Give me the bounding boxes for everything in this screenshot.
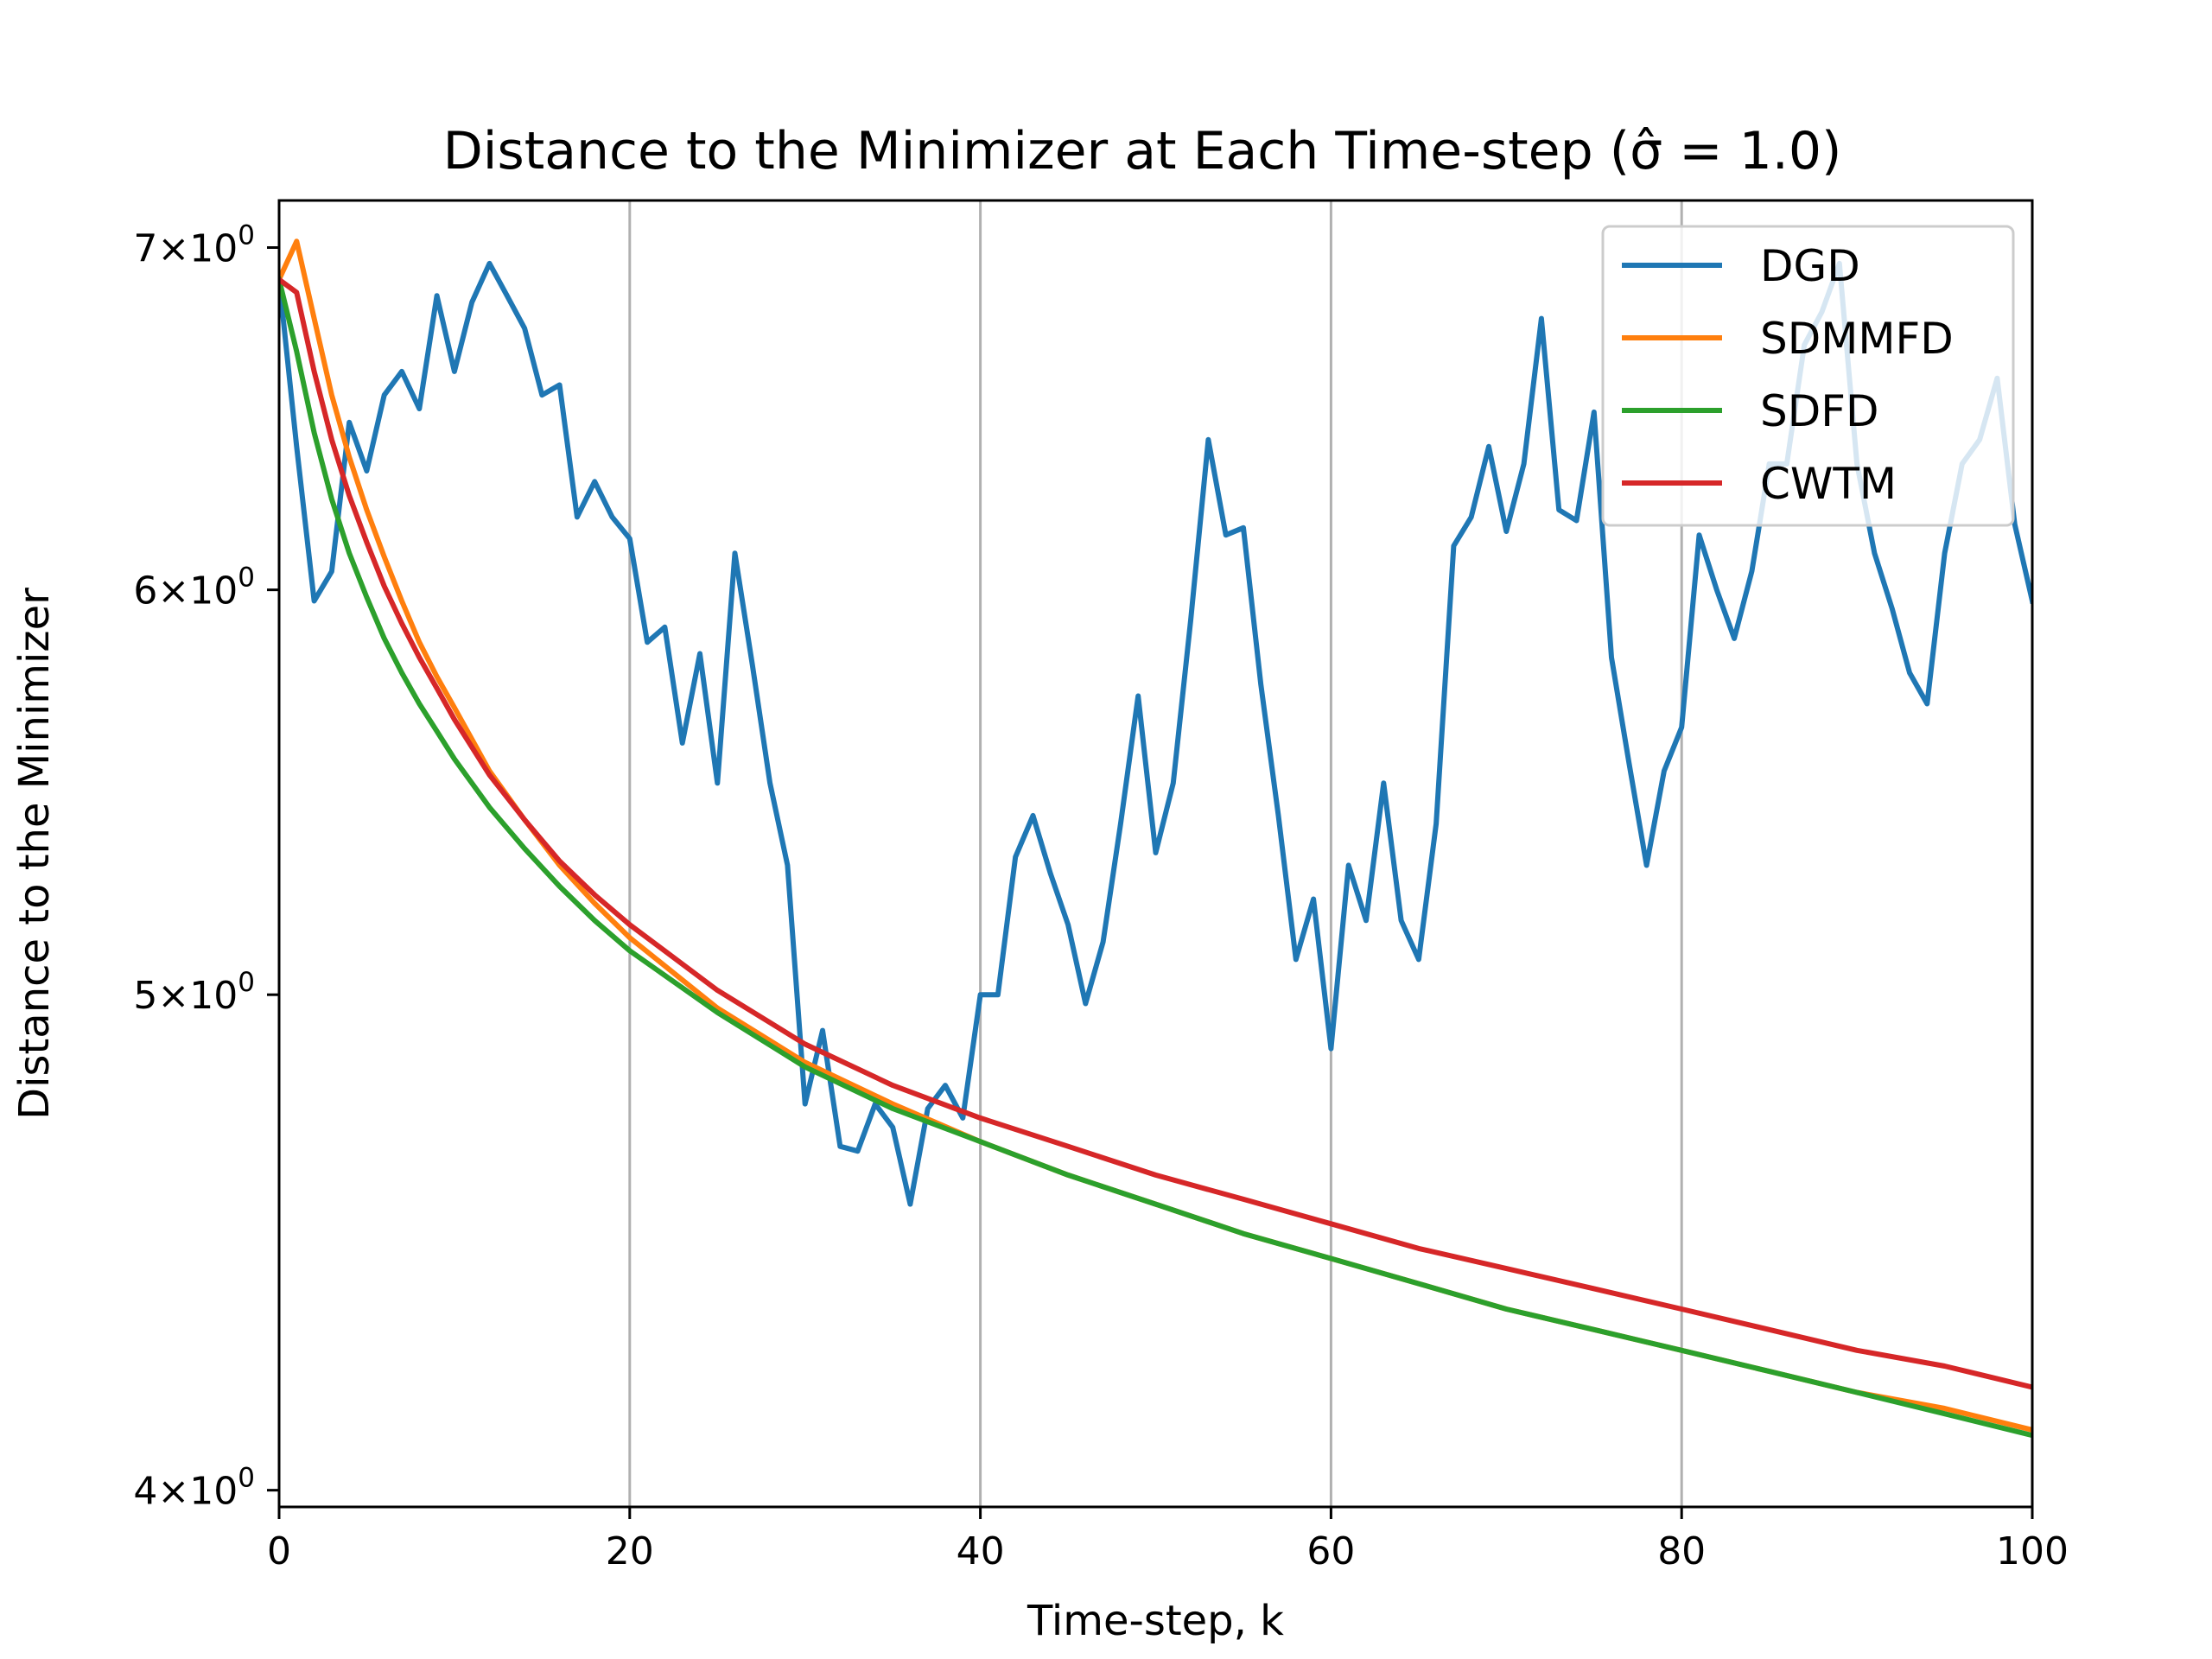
legend-box: [1601, 225, 2015, 527]
legend-label-sdmmfd: SDMMFD: [1760, 314, 1954, 364]
axis-ticks: 0 20 40 60 80 100 4×100 5×100 6×100 7×100: [133, 219, 2069, 1573]
legend-label-dgd: DGD: [1760, 241, 1860, 291]
x-tick-label: 100: [1996, 1529, 2069, 1573]
x-tick-label: 20: [606, 1529, 654, 1573]
chart-title: Distance to the Minimizer at Each Time-s…: [443, 121, 1842, 181]
y-tick-label: 6×100: [133, 563, 255, 613]
y-tick-label: 5×100: [133, 967, 255, 1018]
series-line-cwtm: [279, 276, 2032, 1390]
legend: DGD SDMMFD SDFD CWTM: [1601, 225, 2015, 527]
x-axis-label: Time-step, k: [1027, 1597, 1284, 1645]
x-tick-label: 80: [1657, 1529, 1706, 1573]
x-tick-label: 40: [957, 1529, 1005, 1573]
y-tick-label: 7×100: [133, 219, 255, 270]
legend-label-sdfd: SDFD: [1760, 386, 1879, 436]
x-tick-label: 0: [267, 1529, 291, 1573]
series-line-sdfd: [279, 276, 2032, 1439]
x-tick-label: 60: [1306, 1529, 1355, 1573]
series-line-dgd: [279, 260, 2032, 1207]
y-tick-label: 4×100: [133, 1463, 255, 1514]
legend-label-cwtm: CWTM: [1760, 459, 1897, 509]
plot-area-frame: [277, 199, 2034, 1509]
plot-series: [279, 238, 2032, 1439]
y-axis-label: Distance to the Minimizer: [10, 588, 59, 1120]
